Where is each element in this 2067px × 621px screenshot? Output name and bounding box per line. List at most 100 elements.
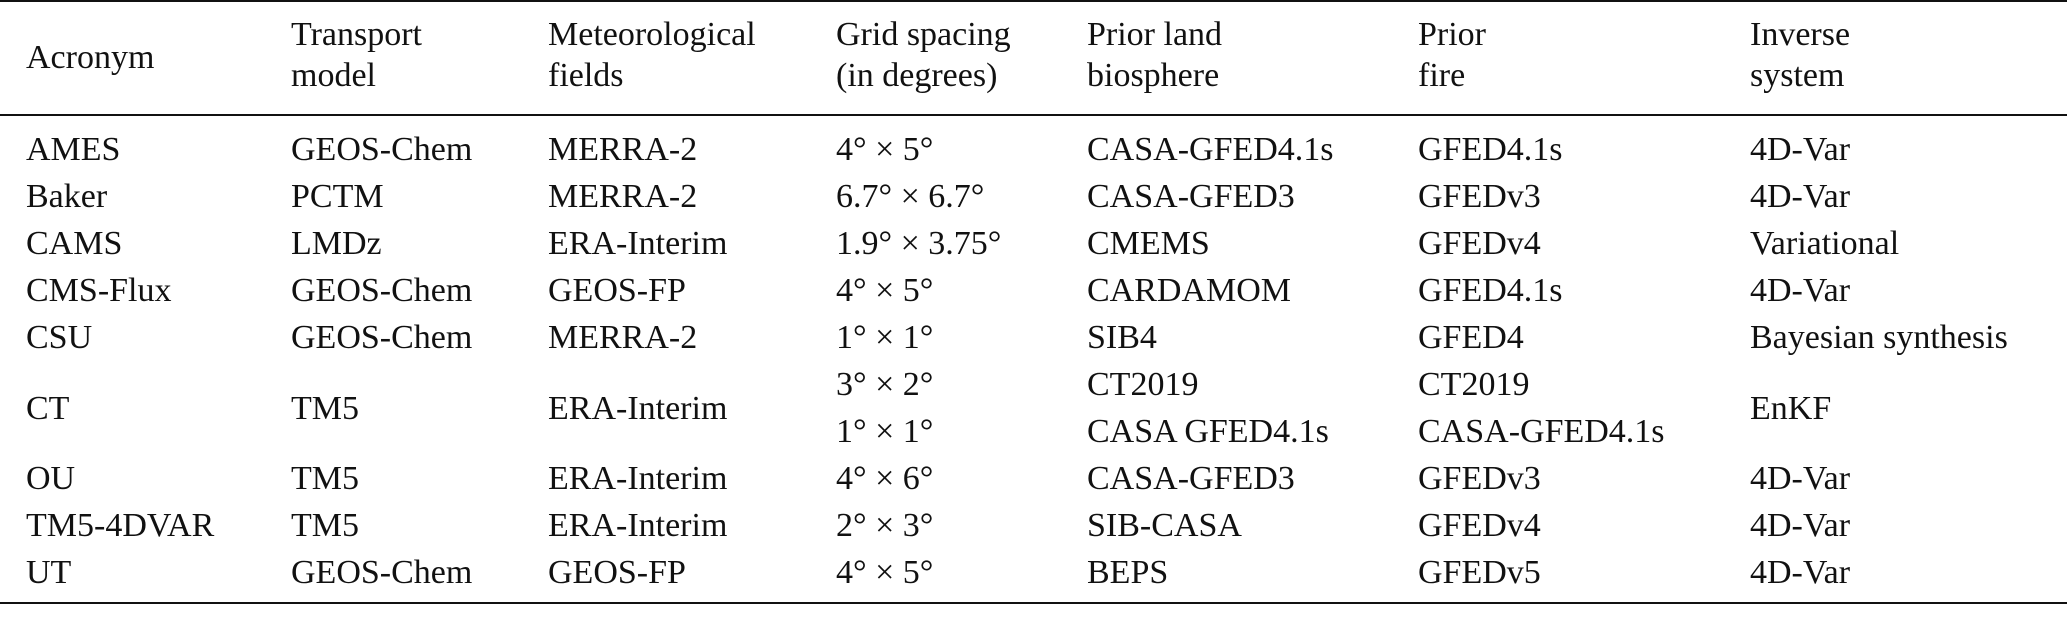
cell-grid-spacing-line: 1° × 1°: [836, 319, 934, 356]
cell-grid-spacing: 2° × 3°: [810, 502, 1061, 549]
cell-grid-spacing: 1° × 1°: [810, 314, 1061, 361]
table-row: TM5-4DVAR TM5 ERA-Interim 2° × 3° SIB-CASA GF…: [0, 502, 2067, 549]
cell-prior-land-biosphere-line: CASA-GFED4.1s: [1087, 131, 1334, 168]
cell-acronym: Baker: [26, 178, 108, 215]
cell-acronym: CSU: [26, 319, 93, 356]
header-prior-land-biosphere: Prior land biosphere: [1061, 0, 1392, 116]
cell-inverse-system: 4D-Var: [1724, 549, 2067, 604]
cell-transport-model: GEOS-Chem: [291, 319, 473, 356]
cell-acronym: CMS-Flux: [26, 272, 172, 309]
cell-grid-spacing: 4° × 5°: [810, 267, 1061, 314]
table-row: UT GEOS-Chem GEOS-FP 4° × 5° BEPS GFEDv5 4D-Va…: [0, 549, 2067, 604]
cell-grid-spacing: 6.7° × 6.7°: [810, 173, 1061, 220]
cell-grid-spacing-line: 4° × 6°: [836, 460, 934, 497]
header-grid-line-2: (in degrees): [836, 57, 998, 94]
header-met-line-1: Meteorological: [548, 16, 756, 53]
cell-prior-land-biosphere: BEPS: [1061, 549, 1392, 604]
header-inverse-line-2: system: [1750, 57, 1845, 94]
table-row: OU TM5 ERA-Interim 4° × 6° CASA-GFED3 GFEDv3 4…: [0, 455, 2067, 502]
cell-meteorological-fields: MERRA-2: [548, 178, 698, 215]
cell-acronym: TM5-4DVAR: [26, 507, 215, 544]
cell-meteorological-fields: GEOS-FP: [548, 272, 686, 309]
cell-prior-fire-line: GFED4: [1418, 319, 1524, 356]
cell-prior-land-biosphere: CASA-GFED3: [1061, 455, 1392, 502]
cell-transport-model: LMDz: [291, 225, 382, 262]
header-met-line-2: fields: [548, 57, 624, 94]
cell-inverse-system: 4D-Var: [1750, 272, 1851, 309]
cell-prior-land-biosphere: SIB-CASA: [1061, 502, 1392, 549]
cell-prior-land-biosphere-line: SIB4: [1087, 319, 1157, 356]
header-acronym-line: Acronym: [26, 38, 155, 76]
header-transport-line-1: Transport: [291, 16, 422, 53]
cell-prior-fire-line: GFED4.1s: [1418, 131, 1563, 168]
cell-prior-land-biosphere-line: SIB-CASA: [1087, 507, 1242, 544]
cell-inverse-system: 4D-Var: [1750, 507, 1851, 544]
cell-transport-model: GEOS-Chem: [291, 131, 473, 168]
cell-inverse-system: 4D-Var: [1750, 460, 1851, 497]
table-row: CAMS LMDz ERA-Interim 1.9° × 3.75° CMEMS GFED…: [0, 220, 2067, 267]
cell-inverse-system: EnKF: [1750, 389, 1832, 427]
cell-prior-fire-line: GFEDv3: [1418, 178, 1541, 215]
cell-grid-spacing: 4° × 5°: [810, 549, 1061, 604]
cell-prior-fire: GFEDv3: [1392, 173, 1724, 220]
cell-transport-model: PCTM: [291, 178, 384, 215]
cell-prior-land-biosphere-line: CT2019: [1087, 366, 1199, 403]
cell-prior-land-biosphere-line: CASA-GFED3: [1087, 460, 1295, 497]
cell-prior-fire-line: GFEDv4: [1418, 225, 1541, 262]
cell-prior-fire: GFED4.1s: [1392, 115, 1724, 173]
cell-acronym: CT: [26, 389, 70, 427]
models-table: Acronym Transport model Meteorological f…: [0, 0, 2067, 604]
table-row: Baker PCTM MERRA-2 6.7° × 6.7° CASA-GFED3 GFE…: [0, 173, 2067, 220]
cell-prior-land-biosphere: SIB4: [1061, 314, 1392, 361]
cell-meteorological-fields: GEOS-FP: [522, 549, 810, 604]
cell-transport-model: GEOS-Chem: [291, 272, 473, 309]
header-land-line-2: biosphere: [1087, 57, 1220, 94]
header-prior-fire: Prior fire: [1392, 0, 1724, 116]
cell-prior-land-biosphere-line: CASA GFED4.1s: [1087, 413, 1329, 450]
cell-prior-fire: GFED4: [1392, 314, 1724, 361]
header-inverse-line-1: Inverse: [1750, 16, 1851, 53]
table-body: AMES GEOS-Chem MERRA-2 4° × 5° CASA-GFED4.1s…: [0, 115, 2067, 604]
cell-prior-fire: GFEDv5: [1392, 549, 1724, 604]
cell-prior-fire-line: CT2019: [1418, 366, 1530, 403]
header-acronym: Acronym: [0, 0, 265, 116]
cell-prior-fire: GFEDv4: [1392, 220, 1724, 267]
cell-inverse-system: Variational: [1750, 225, 1900, 262]
cell-grid-spacing-line: 3° × 2°: [836, 366, 934, 403]
header-grid-line-1: Grid spacing: [836, 16, 1011, 53]
cell-meteorological-fields: ERA-Interim: [548, 507, 728, 544]
header-transport-line-2: model: [291, 57, 376, 94]
header-land-line-1: Prior land: [1087, 16, 1223, 53]
cell-grid-spacing: 3° × 2° 1° × 1°: [810, 361, 1061, 455]
cell-prior-land-biosphere: CASA-GFED4.1s: [1061, 115, 1392, 173]
cell-prior-fire-line: CASA-GFED4.1s: [1418, 413, 1665, 450]
cell-prior-land-biosphere: CT2019 CASA GFED4.1s: [1061, 361, 1392, 455]
cell-grid-spacing-line: 4° × 5°: [836, 272, 934, 309]
cell-meteorological-fields: ERA-Interim: [548, 225, 728, 262]
cell-grid-spacing: 1.9° × 3.75°: [810, 220, 1061, 267]
cell-prior-land-biosphere-line: CASA-GFED3: [1087, 178, 1295, 215]
cell-prior-fire-line: GFED4.1s: [1418, 272, 1563, 309]
cell-meteorological-fields: ERA-Interim: [548, 389, 728, 427]
cell-meteorological-fields: ERA-Interim: [548, 460, 728, 497]
cell-grid-spacing-line: 4° × 5°: [836, 131, 934, 168]
cell-transport-model: TM5: [291, 389, 359, 427]
header-meteorological-fields: Meteorological fields: [522, 0, 810, 116]
cell-acronym: UT: [0, 549, 265, 604]
table-row: CMS-Flux GEOS-Chem GEOS-FP 4° × 5° CARDAMOM G…: [0, 267, 2067, 314]
cell-transport-model: TM5: [291, 460, 359, 497]
cell-prior-land-biosphere: CARDAMOM: [1061, 267, 1392, 314]
cell-grid-spacing-line: 1° × 1°: [836, 413, 934, 450]
header-inverse-system: Inverse system: [1724, 0, 2067, 116]
header-grid-spacing: Grid spacing (in degrees): [810, 0, 1061, 116]
cell-inverse-system: Bayesian synthesis: [1750, 319, 2008, 356]
cell-grid-spacing: 4° × 5°: [810, 115, 1061, 173]
cell-prior-fire: GFEDv4: [1392, 502, 1724, 549]
cell-meteorological-fields: MERRA-2: [548, 319, 698, 356]
cell-transport-model: GEOS-Chem: [265, 549, 522, 604]
cell-prior-fire: GFEDv3: [1392, 455, 1724, 502]
cell-prior-land-biosphere-line: BEPS: [1087, 554, 1169, 591]
cell-meteorological-fields: MERRA-2: [548, 131, 698, 168]
cell-acronym: AMES: [26, 131, 121, 168]
cell-prior-fire: GFED4.1s: [1392, 267, 1724, 314]
